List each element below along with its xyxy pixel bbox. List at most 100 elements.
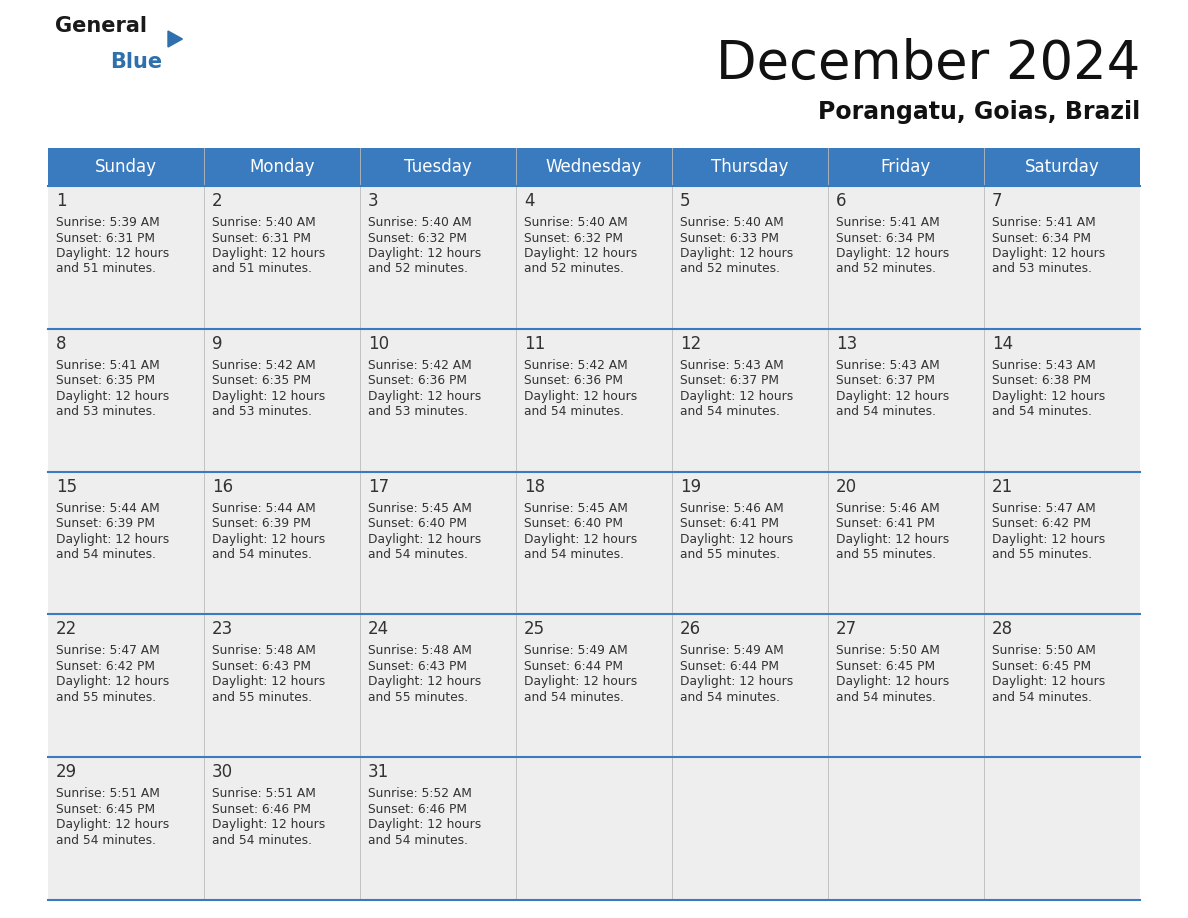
- Text: Sunrise: 5:50 AM: Sunrise: 5:50 AM: [836, 644, 940, 657]
- Text: and 55 minutes.: and 55 minutes.: [211, 691, 312, 704]
- Text: Sunset: 6:36 PM: Sunset: 6:36 PM: [524, 375, 623, 387]
- Text: Sunset: 6:45 PM: Sunset: 6:45 PM: [992, 660, 1091, 673]
- Text: Sunset: 6:41 PM: Sunset: 6:41 PM: [680, 517, 779, 530]
- Text: Sunset: 6:41 PM: Sunset: 6:41 PM: [836, 517, 935, 530]
- Text: Sunrise: 5:42 AM: Sunrise: 5:42 AM: [211, 359, 316, 372]
- Text: Daylight: 12 hours: Daylight: 12 hours: [368, 247, 481, 260]
- Text: Sunrise: 5:48 AM: Sunrise: 5:48 AM: [211, 644, 316, 657]
- Bar: [48, 614, 1140, 757]
- Text: and 52 minutes.: and 52 minutes.: [368, 263, 468, 275]
- Text: 10: 10: [368, 335, 390, 353]
- Text: 5: 5: [680, 192, 690, 210]
- Text: and 54 minutes.: and 54 minutes.: [680, 691, 781, 704]
- Text: Saturday: Saturday: [1024, 158, 1099, 176]
- Text: 25: 25: [524, 621, 545, 638]
- Text: Tuesday: Tuesday: [404, 158, 472, 176]
- Text: 27: 27: [836, 621, 857, 638]
- Text: and 54 minutes.: and 54 minutes.: [992, 691, 1092, 704]
- Polygon shape: [168, 31, 183, 47]
- Text: and 54 minutes.: and 54 minutes.: [211, 834, 312, 846]
- Text: Thursday: Thursday: [712, 158, 789, 176]
- Text: Sunrise: 5:49 AM: Sunrise: 5:49 AM: [680, 644, 784, 657]
- Text: and 53 minutes.: and 53 minutes.: [368, 406, 468, 419]
- Text: Sunrise: 5:41 AM: Sunrise: 5:41 AM: [836, 216, 940, 229]
- Text: and 54 minutes.: and 54 minutes.: [368, 834, 468, 846]
- Text: 30: 30: [211, 763, 233, 781]
- Text: 22: 22: [56, 621, 77, 638]
- Text: and 53 minutes.: and 53 minutes.: [56, 406, 156, 419]
- Text: 13: 13: [836, 335, 858, 353]
- Text: Sunrise: 5:46 AM: Sunrise: 5:46 AM: [836, 501, 940, 515]
- Text: Sunrise: 5:40 AM: Sunrise: 5:40 AM: [211, 216, 316, 229]
- Text: 14: 14: [992, 335, 1013, 353]
- Text: and 54 minutes.: and 54 minutes.: [56, 548, 156, 561]
- Text: Blue: Blue: [110, 52, 162, 72]
- Text: 9: 9: [211, 335, 222, 353]
- Text: and 54 minutes.: and 54 minutes.: [680, 406, 781, 419]
- Text: Daylight: 12 hours: Daylight: 12 hours: [992, 532, 1105, 545]
- Text: and 54 minutes.: and 54 minutes.: [836, 406, 936, 419]
- Text: Sunset: 6:43 PM: Sunset: 6:43 PM: [211, 660, 311, 673]
- Text: Daylight: 12 hours: Daylight: 12 hours: [211, 676, 326, 688]
- Text: 7: 7: [992, 192, 1003, 210]
- Text: Daylight: 12 hours: Daylight: 12 hours: [368, 390, 481, 403]
- Text: Daylight: 12 hours: Daylight: 12 hours: [524, 676, 637, 688]
- Text: Sunrise: 5:41 AM: Sunrise: 5:41 AM: [56, 359, 159, 372]
- Text: Sunrise: 5:48 AM: Sunrise: 5:48 AM: [368, 644, 472, 657]
- Text: Daylight: 12 hours: Daylight: 12 hours: [211, 818, 326, 831]
- Text: and 52 minutes.: and 52 minutes.: [524, 263, 624, 275]
- Text: and 52 minutes.: and 52 minutes.: [836, 263, 936, 275]
- Text: Daylight: 12 hours: Daylight: 12 hours: [992, 676, 1105, 688]
- Bar: [48, 472, 1140, 614]
- Text: 17: 17: [368, 477, 390, 496]
- Text: Sunrise: 5:44 AM: Sunrise: 5:44 AM: [56, 501, 159, 515]
- Text: Daylight: 12 hours: Daylight: 12 hours: [524, 390, 637, 403]
- Text: Sunrise: 5:43 AM: Sunrise: 5:43 AM: [836, 359, 940, 372]
- Text: Sunset: 6:42 PM: Sunset: 6:42 PM: [56, 660, 154, 673]
- Text: Sunrise: 5:50 AM: Sunrise: 5:50 AM: [992, 644, 1095, 657]
- Text: Sunrise: 5:46 AM: Sunrise: 5:46 AM: [680, 501, 784, 515]
- Text: Sunrise: 5:52 AM: Sunrise: 5:52 AM: [368, 788, 472, 800]
- Text: Sunset: 6:34 PM: Sunset: 6:34 PM: [836, 231, 935, 244]
- Text: Daylight: 12 hours: Daylight: 12 hours: [211, 532, 326, 545]
- Text: 18: 18: [524, 477, 545, 496]
- Text: Daylight: 12 hours: Daylight: 12 hours: [524, 532, 637, 545]
- Text: and 54 minutes.: and 54 minutes.: [56, 834, 156, 846]
- Text: Daylight: 12 hours: Daylight: 12 hours: [836, 390, 949, 403]
- Text: Daylight: 12 hours: Daylight: 12 hours: [368, 818, 481, 831]
- Text: 29: 29: [56, 763, 77, 781]
- Text: Sunset: 6:46 PM: Sunset: 6:46 PM: [368, 802, 467, 816]
- Text: Daylight: 12 hours: Daylight: 12 hours: [992, 247, 1105, 260]
- Text: and 51 minutes.: and 51 minutes.: [56, 263, 156, 275]
- Text: 2: 2: [211, 192, 222, 210]
- Text: Daylight: 12 hours: Daylight: 12 hours: [992, 390, 1105, 403]
- Text: Sunrise: 5:41 AM: Sunrise: 5:41 AM: [992, 216, 1095, 229]
- Text: and 55 minutes.: and 55 minutes.: [680, 548, 781, 561]
- Text: Sunset: 6:36 PM: Sunset: 6:36 PM: [368, 375, 467, 387]
- Bar: [48, 757, 1140, 900]
- Text: General: General: [55, 16, 147, 36]
- Text: 20: 20: [836, 477, 857, 496]
- Text: 26: 26: [680, 621, 701, 638]
- Text: Daylight: 12 hours: Daylight: 12 hours: [680, 390, 794, 403]
- Text: and 55 minutes.: and 55 minutes.: [56, 691, 156, 704]
- Text: Porangatu, Goias, Brazil: Porangatu, Goias, Brazil: [817, 100, 1140, 124]
- Text: Daylight: 12 hours: Daylight: 12 hours: [680, 676, 794, 688]
- Text: 31: 31: [368, 763, 390, 781]
- Text: Wednesday: Wednesday: [545, 158, 643, 176]
- Text: 8: 8: [56, 335, 67, 353]
- Text: Sunset: 6:33 PM: Sunset: 6:33 PM: [680, 231, 779, 244]
- Text: Sunset: 6:39 PM: Sunset: 6:39 PM: [56, 517, 154, 530]
- Text: Daylight: 12 hours: Daylight: 12 hours: [368, 676, 481, 688]
- Text: and 54 minutes.: and 54 minutes.: [524, 691, 624, 704]
- Text: and 54 minutes.: and 54 minutes.: [211, 548, 312, 561]
- Text: Daylight: 12 hours: Daylight: 12 hours: [836, 532, 949, 545]
- Bar: [48, 148, 1140, 186]
- Text: and 55 minutes.: and 55 minutes.: [992, 548, 1092, 561]
- Text: and 54 minutes.: and 54 minutes.: [836, 691, 936, 704]
- Text: Sunset: 6:39 PM: Sunset: 6:39 PM: [211, 517, 311, 530]
- Text: Sunrise: 5:39 AM: Sunrise: 5:39 AM: [56, 216, 159, 229]
- Text: Sunrise: 5:51 AM: Sunrise: 5:51 AM: [56, 788, 160, 800]
- Text: Sunset: 6:31 PM: Sunset: 6:31 PM: [211, 231, 311, 244]
- Text: Sunset: 6:40 PM: Sunset: 6:40 PM: [368, 517, 467, 530]
